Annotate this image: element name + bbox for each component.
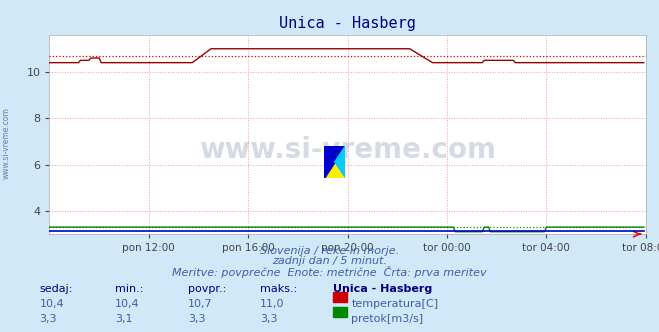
- Text: 3,3: 3,3: [188, 314, 206, 324]
- Text: Meritve: povprečne  Enote: metrične  Črta: prva meritev: Meritve: povprečne Enote: metrične Črta:…: [172, 266, 487, 278]
- Text: 3,1: 3,1: [115, 314, 133, 324]
- Text: min.:: min.:: [115, 284, 144, 294]
- Text: 10,4: 10,4: [115, 299, 140, 309]
- Text: zadnji dan / 5 minut.: zadnji dan / 5 minut.: [272, 256, 387, 266]
- Text: Unica - Hasberg: Unica - Hasberg: [333, 284, 432, 294]
- Text: sedaj:: sedaj:: [40, 284, 73, 294]
- Title: Unica - Hasberg: Unica - Hasberg: [279, 16, 416, 31]
- Polygon shape: [324, 146, 345, 178]
- Polygon shape: [324, 146, 345, 178]
- Text: 3,3: 3,3: [40, 314, 57, 324]
- Text: temperatura[C]: temperatura[C]: [351, 299, 438, 309]
- Text: pretok[m3/s]: pretok[m3/s]: [351, 314, 423, 324]
- Text: 11,0: 11,0: [260, 299, 285, 309]
- Text: 10,4: 10,4: [40, 299, 64, 309]
- Text: www.si-vreme.com: www.si-vreme.com: [199, 136, 496, 164]
- Text: 10,7: 10,7: [188, 299, 212, 309]
- Text: www.si-vreme.com: www.si-vreme.com: [2, 107, 11, 179]
- Text: povpr.:: povpr.:: [188, 284, 226, 294]
- Text: 3,3: 3,3: [260, 314, 278, 324]
- Text: maks.:: maks.:: [260, 284, 298, 294]
- Polygon shape: [335, 146, 345, 178]
- Text: Slovenija / reke in morje.: Slovenija / reke in morje.: [260, 246, 399, 256]
